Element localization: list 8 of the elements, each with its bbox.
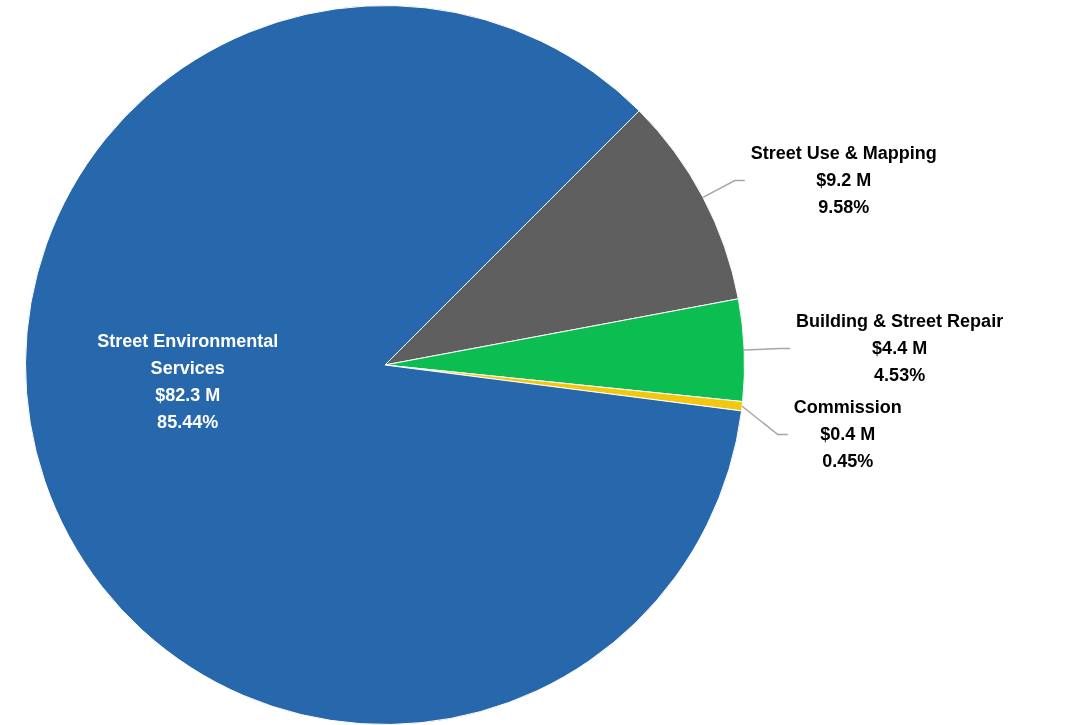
data-label: $82.3 M 85.44%: [155, 384, 221, 432]
slice-label: Street Use & Mapping: [750, 142, 937, 163]
slice-label: Street Environmental Services: [97, 330, 279, 378]
data-label: $4.4 M 4.53%: [872, 337, 928, 385]
data-label: $0.4 M 0.45%: [820, 423, 876, 471]
data-label: $9.2 M 9.58%: [816, 169, 872, 217]
slice-label: Commission: [793, 396, 902, 417]
slice-label: Building & Street Repair: [796, 310, 1004, 331]
